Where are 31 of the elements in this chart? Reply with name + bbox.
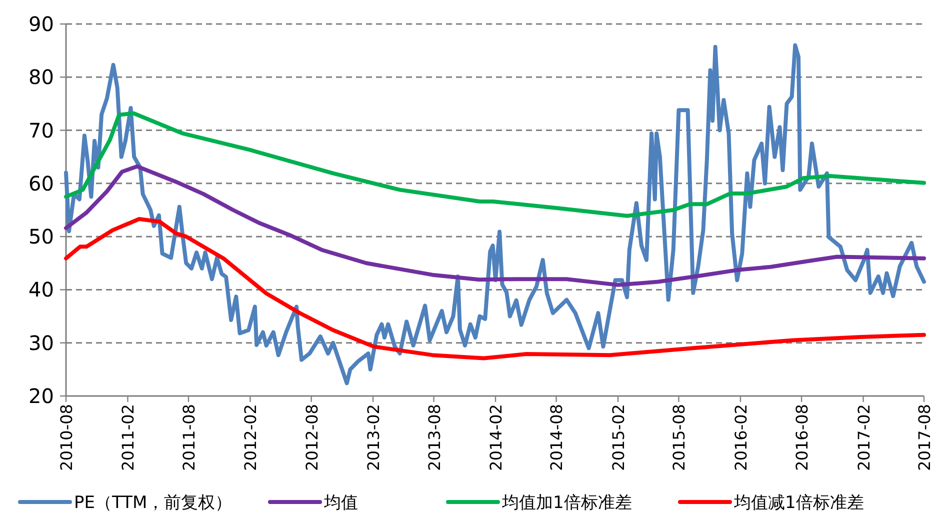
x-tick-label: 2017-02: [854, 404, 874, 471]
y-tick-label: 40: [28, 278, 54, 302]
x-tick-label: 2011-08: [179, 404, 198, 471]
y-tick-label: 20: [28, 384, 54, 408]
legend-label: 均值: [323, 493, 358, 513]
x-tick-label: 2015-02: [608, 404, 628, 471]
x-tick-label: 2014-08: [547, 404, 566, 471]
line-series: [64, 111, 926, 218]
y-tick-label: 90: [28, 12, 54, 36]
x-tick-label: 2017-08: [915, 404, 934, 471]
line-series: [64, 43, 926, 386]
x-tick-label: 2010-08: [57, 404, 76, 471]
y-tick-label: 80: [28, 65, 54, 90]
legend-label: 均值加1倍标准差: [501, 493, 632, 513]
x-tick-label: 2012-08: [302, 404, 322, 471]
x-tick-label: 2016-02: [731, 404, 750, 471]
line-series: [64, 217, 926, 360]
y-tick-label: 30: [28, 330, 54, 355]
y-tick-label: 60: [28, 171, 54, 196]
y-tick-label: 50: [28, 224, 54, 249]
x-tick-label: 2016-08: [792, 404, 812, 471]
x-tick-label: 2013-08: [424, 404, 444, 471]
x-tick-label: 2011-02: [118, 404, 138, 471]
x-tick-label: 2012-02: [241, 404, 260, 471]
legend-label: PE（TTM，前复权）: [74, 493, 232, 513]
x-tick-label: 2013-02: [364, 404, 384, 471]
x-tick-label: 2014-02: [486, 404, 506, 471]
x-tick-label: 2015-08: [670, 404, 689, 471]
y-tick-label: 70: [28, 118, 54, 142]
legend-label: 均值减1倍标准差: [733, 493, 864, 513]
line-series: [64, 164, 926, 287]
